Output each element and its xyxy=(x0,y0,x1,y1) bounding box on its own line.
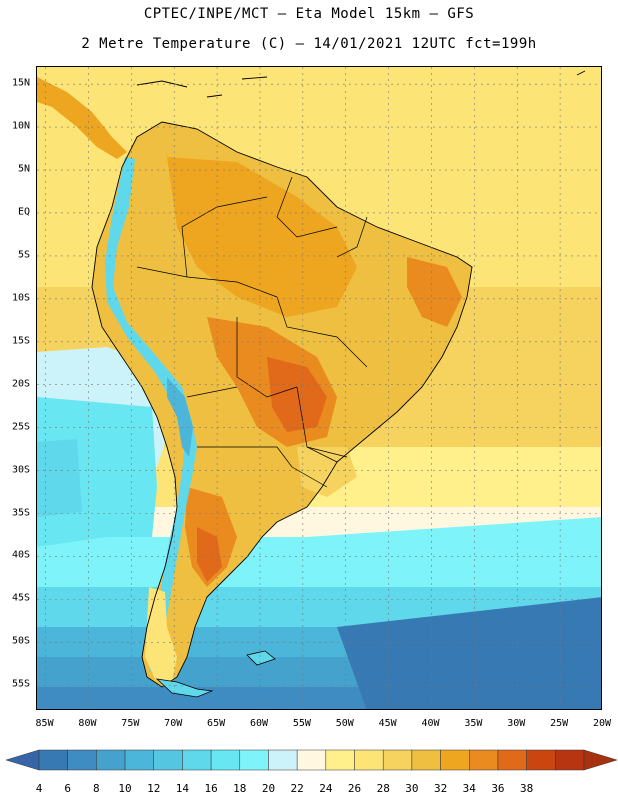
map-panel[interactable] xyxy=(36,66,602,710)
lat-tick-label: 25S xyxy=(11,421,30,433)
caribbean-islands xyxy=(136,70,586,98)
lon-tick-label: 70W xyxy=(164,718,183,729)
lat-tick-label: 35S xyxy=(11,507,30,518)
colorbar-tick-label: 18 xyxy=(233,782,247,795)
lat-tick-label: 10N xyxy=(11,120,30,132)
pacific-west-cooler xyxy=(37,439,82,517)
pampas-hot xyxy=(197,527,222,582)
graticule xyxy=(37,67,601,709)
lat-tick-label: EQ xyxy=(17,206,30,218)
lon-tick-label: 25W xyxy=(550,718,569,729)
lon-tick-label: 65W xyxy=(207,718,226,729)
colorbar-tick-label: 22 xyxy=(290,782,304,795)
title-line-1: CPTEC/INPE/MCT – Eta Model 15km – GFS xyxy=(143,6,475,22)
lat-tick-label: 40S xyxy=(11,549,30,561)
lon-tick-label: 55W xyxy=(292,718,311,729)
colorbar-tick-label: 32 xyxy=(433,782,448,795)
colorbar-tick-label: 10 xyxy=(118,782,132,795)
colorbar-cells xyxy=(38,749,585,771)
colorbar-cell xyxy=(526,749,556,771)
amazon-hot-region xyxy=(167,157,357,317)
south-brazil-warm xyxy=(297,447,357,497)
colorbar-cell xyxy=(124,749,154,771)
colorbar-cell xyxy=(497,749,527,771)
tierra-del-fuego xyxy=(155,678,214,698)
lat-tick-label: 50S xyxy=(11,635,30,647)
colorbar-cell xyxy=(182,749,212,771)
lon-tick-label: 30W xyxy=(507,718,526,729)
falkland-islands xyxy=(246,650,276,666)
colorbar-tick-label: 20 xyxy=(261,782,276,795)
colorbar-tick-label: 14 xyxy=(175,782,190,795)
lon-tick-label: 60W xyxy=(249,718,268,729)
colorbar-cell xyxy=(469,749,499,771)
colorbar-tick-label: 8 xyxy=(93,782,100,795)
northeast-hot xyxy=(407,257,462,327)
colorbar-cell xyxy=(296,749,327,771)
lat-tick-label: 5S xyxy=(17,249,30,261)
colorbar-tick-label: 30 xyxy=(405,782,419,795)
lon-tick-label: 80W xyxy=(78,718,97,729)
andes-cold xyxy=(105,157,197,672)
colorbar-cell xyxy=(239,749,269,771)
title-line-2: 2 Metre Temperature (C) – 14/01/2021 12U… xyxy=(81,36,537,52)
lon-tick-label: 50W xyxy=(335,718,354,729)
lon-tick-label: 85W xyxy=(35,718,54,729)
colorbar-tick-label: 4 xyxy=(35,782,43,795)
colorbar-cell xyxy=(67,749,97,771)
colorbar-cell xyxy=(382,749,413,771)
lat-tick-label: 10S xyxy=(11,292,30,304)
lat-tick-label: 30S xyxy=(11,464,30,476)
southern-chile xyxy=(145,587,177,682)
central-america-land xyxy=(37,77,127,159)
lon-tick-label: 45W xyxy=(378,718,397,729)
colorbar-cell xyxy=(555,749,585,771)
lon-tick-label: 40W xyxy=(421,718,440,729)
colorbar-cell xyxy=(38,749,68,771)
colorbar-cell xyxy=(440,749,470,771)
lon-tick-label: 20W xyxy=(592,718,612,729)
lon-tick-label: 35W xyxy=(464,718,483,729)
lon-tick-label: 75W xyxy=(121,718,140,729)
lat-tick-label: 15S xyxy=(11,335,30,347)
colorbar-cell xyxy=(325,749,355,771)
colorbar-tick-label: 28 xyxy=(376,782,390,795)
colorbar-tick-label: 16 xyxy=(204,782,218,795)
colorbar-high-arrow xyxy=(583,749,618,771)
colorbar-cell xyxy=(210,749,241,771)
lat-tick-label: 20S xyxy=(11,378,30,390)
colorbar-cell xyxy=(268,749,298,771)
chaco-hottest xyxy=(267,357,327,432)
andes-coldest xyxy=(167,377,193,457)
colorbar-cell xyxy=(153,749,183,771)
colorbar-tick-label: 12 xyxy=(147,782,161,795)
lat-tick-label: 15N xyxy=(11,77,30,89)
colorbar-tick-label: 36 xyxy=(491,782,505,795)
temperature-map xyxy=(37,67,601,709)
colorbar-tick-label: 6 xyxy=(64,782,71,795)
lat-tick-label: 5N xyxy=(17,163,30,175)
colorbar-cell xyxy=(411,749,441,771)
lat-tick-label: 45S xyxy=(11,592,30,604)
colorbar-low-arrow xyxy=(5,749,40,771)
country-borders xyxy=(136,176,368,488)
ocean-cold-southeast xyxy=(337,597,601,709)
colorbar-cell xyxy=(354,749,384,771)
coastline xyxy=(91,121,473,688)
lat-tick-label: 55S xyxy=(11,678,30,690)
colorbar-tick-label: 26 xyxy=(347,782,362,795)
colorbar xyxy=(5,749,618,771)
colorbar-tick-label: 38 xyxy=(520,782,534,795)
colorbar-tick-label: 34 xyxy=(462,782,476,795)
colorbar-tick-label: 24 xyxy=(319,782,333,795)
colorbar-cell xyxy=(96,749,126,771)
